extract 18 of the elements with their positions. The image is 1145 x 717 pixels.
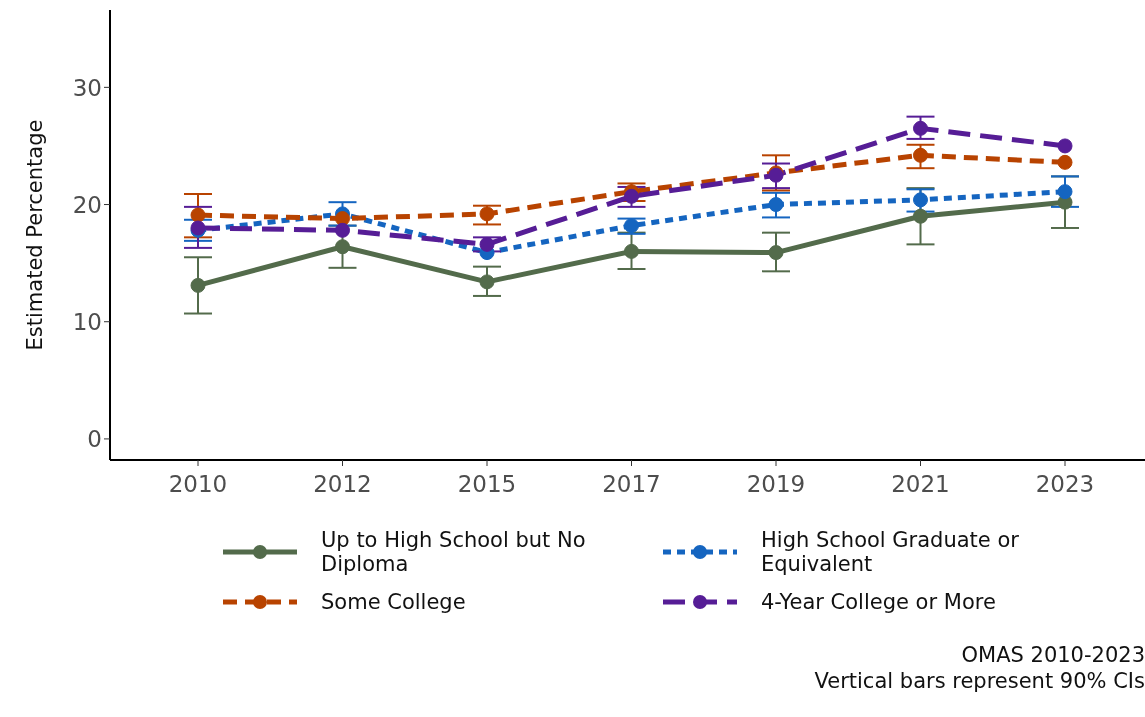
y-tick-label: 30 (72, 74, 102, 101)
text: OMAS 2010-2023 (960, 642, 1145, 668)
x-tick-label: 2019 (746, 471, 806, 498)
x-tick-label: 2012 (313, 471, 372, 498)
legend-label: High School Graduate or Equivalent (761, 528, 1020, 576)
y-axis-title: Estimated Percentage (23, 119, 47, 351)
legend-label: Up to High School but No Diploma (321, 528, 587, 576)
x-tick-label: 2010 (168, 471, 228, 498)
x-tick-label: 2023 (1035, 471, 1095, 498)
y-tick-label: 0 (87, 426, 102, 453)
text: Vertical bars represent 90% CIs (813, 668, 1145, 694)
x-tick-label: 2015 (457, 471, 517, 498)
x-tick-label: 2017 (602, 471, 661, 498)
x-tick-label: 2021 (891, 471, 950, 498)
legend-label: 4-Year College or More (761, 590, 997, 614)
y-tick-label: 10 (72, 308, 102, 335)
y-tick-label: 20 (72, 191, 102, 218)
legend-label: Some College (321, 590, 467, 614)
